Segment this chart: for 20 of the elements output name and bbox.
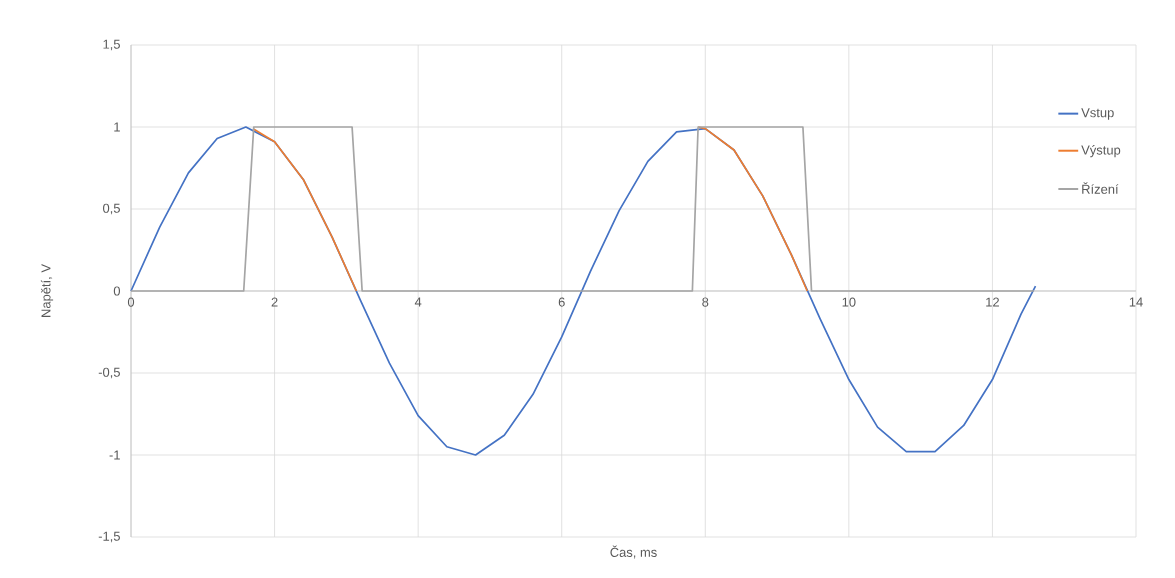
y-tick-label: 0,5 (103, 203, 120, 215)
x-tick-label: 6 (558, 297, 565, 307)
x-tick-label: 10 (842, 297, 856, 307)
y-tick-label: 1 (114, 122, 120, 132)
y-tick-label: -1,5 (98, 531, 120, 543)
legend-label: Výstup (1081, 144, 1121, 158)
x-tick-label: 14 (1129, 297, 1143, 307)
y-axis-title: Napětí, V (40, 264, 54, 317)
legend-label: Řízení (1082, 182, 1119, 194)
y-tick-label: -1 (109, 450, 120, 460)
x-tick-label: 4 (414, 297, 422, 307)
y-tick-label: -0,5 (98, 367, 120, 379)
x-tick-label: 2 (271, 297, 278, 307)
y-tick-label: 0 (113, 286, 121, 296)
x-tick-label: 0 (127, 297, 135, 307)
y-tick-label: 1,5 (103, 39, 120, 51)
x-axis-title: Čas, ms (610, 545, 657, 559)
x-tick-label: 8 (702, 297, 709, 307)
x-tick-label: 12 (986, 297, 999, 307)
legend-label: Vstup (1081, 108, 1114, 120)
